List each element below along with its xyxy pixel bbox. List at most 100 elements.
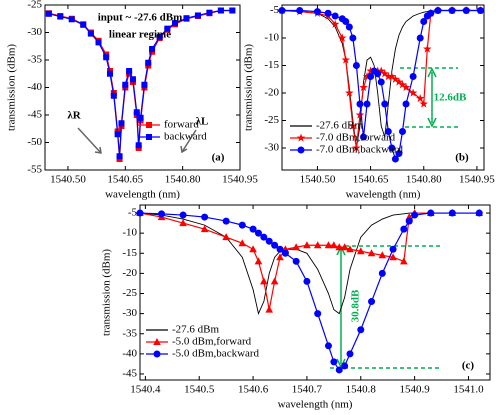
marker bbox=[265, 305, 274, 313]
legend-marker bbox=[296, 133, 306, 142]
annotation: 12.6dB bbox=[434, 92, 467, 104]
marker bbox=[360, 133, 368, 141]
x-tick-label: 1541.0 bbox=[453, 384, 484, 396]
annotation: 30.8dB bbox=[350, 289, 362, 322]
y-tick-label: -10 bbox=[122, 227, 137, 239]
x-tick-label: 1540.6 bbox=[238, 384, 269, 396]
marker bbox=[356, 100, 364, 108]
x-axis-label: wavelength (nm) bbox=[278, 399, 353, 411]
marker bbox=[384, 128, 392, 135]
x-tick-label: 1540.50 bbox=[300, 174, 336, 186]
marker bbox=[408, 88, 418, 97]
x-tick-label: 1540.65 bbox=[353, 174, 389, 186]
y-tick-label: -30 bbox=[264, 142, 279, 154]
marker bbox=[126, 68, 133, 74]
marker bbox=[313, 241, 322, 249]
legend-label: -5.0 dBm,forward bbox=[172, 336, 252, 348]
marker bbox=[296, 7, 304, 14]
marker bbox=[387, 72, 397, 81]
marker bbox=[156, 33, 163, 40]
plot-area bbox=[45, 7, 236, 162]
marker bbox=[254, 229, 262, 237]
x-axis-label: wavelength (nm) bbox=[346, 189, 421, 201]
y-tick-label: -55 bbox=[27, 164, 42, 176]
marker bbox=[129, 76, 136, 83]
legend-label: -5.0 dBm,backward bbox=[172, 348, 260, 360]
marker bbox=[330, 241, 338, 249]
annotation: λR bbox=[67, 110, 81, 122]
y-tick-label: -50 bbox=[27, 136, 42, 148]
marker bbox=[348, 121, 358, 130]
marker bbox=[359, 83, 368, 92]
marker bbox=[416, 34, 424, 42]
marker bbox=[116, 153, 123, 160]
marker bbox=[229, 7, 236, 14]
marker bbox=[276, 245, 284, 253]
marker bbox=[87, 30, 94, 37]
marker bbox=[133, 109, 140, 116]
panel-label: (a) bbox=[212, 152, 225, 164]
marker bbox=[276, 253, 284, 261]
marker bbox=[271, 241, 279, 249]
marker bbox=[137, 114, 144, 121]
panel-label: (c) bbox=[462, 360, 475, 372]
marker bbox=[103, 54, 110, 61]
marker bbox=[345, 88, 354, 97]
marker bbox=[398, 128, 406, 135]
y-axis-label: transmission (dBm) bbox=[6, 44, 18, 131]
marker bbox=[278, 7, 286, 14]
marker bbox=[324, 342, 332, 350]
marker bbox=[149, 46, 156, 52]
marker bbox=[172, 20, 178, 27]
annotation: linear regime bbox=[109, 29, 171, 41]
y-tick-label: -40 bbox=[122, 347, 137, 359]
marker bbox=[110, 92, 117, 99]
series-line bbox=[139, 212, 480, 316]
x-tick-label: 1540.5 bbox=[184, 384, 215, 396]
marker bbox=[395, 150, 403, 157]
marker bbox=[303, 241, 311, 249]
marker bbox=[448, 7, 456, 14]
marker bbox=[378, 269, 386, 277]
panel-label: (b) bbox=[455, 152, 469, 164]
marker bbox=[331, 12, 339, 20]
marker bbox=[398, 80, 407, 89]
marker bbox=[349, 34, 357, 42]
marker bbox=[389, 245, 397, 253]
y-tick-label: -35 bbox=[27, 54, 42, 66]
x-tick-label: 1540.50 bbox=[50, 174, 86, 186]
plot-frame bbox=[139, 204, 491, 381]
marker bbox=[411, 211, 419, 219]
marker bbox=[80, 21, 87, 28]
marker bbox=[475, 209, 483, 217]
marker bbox=[141, 81, 148, 88]
marker bbox=[391, 155, 399, 163]
y-tick-label: -30 bbox=[27, 26, 42, 38]
marker bbox=[388, 144, 396, 152]
marker bbox=[335, 366, 343, 374]
marker bbox=[341, 362, 349, 370]
x-axis-label: wavelength (nm) bbox=[105, 189, 180, 201]
marker bbox=[107, 70, 113, 77]
marker bbox=[145, 59, 152, 66]
marker bbox=[122, 81, 129, 88]
marker bbox=[337, 33, 347, 42]
marker bbox=[270, 277, 279, 285]
marker bbox=[434, 7, 442, 14]
marker bbox=[378, 251, 387, 259]
marker bbox=[345, 23, 353, 31]
marker bbox=[183, 15, 190, 22]
y-tick-label: -5 bbox=[128, 207, 138, 219]
x-tick-label: 1540.95 bbox=[459, 174, 495, 186]
marker bbox=[476, 7, 484, 14]
marker bbox=[292, 243, 300, 251]
marker bbox=[238, 239, 247, 247]
marker bbox=[340, 243, 349, 251]
annotation: input ~ -27.6 dBm bbox=[98, 12, 183, 24]
marker bbox=[314, 310, 322, 318]
marker bbox=[448, 209, 456, 217]
y-tick-label: -10 bbox=[264, 32, 279, 44]
legend-label: -27.6 dBm bbox=[316, 120, 364, 132]
marker bbox=[292, 257, 300, 265]
y-tick-label: -20 bbox=[264, 87, 279, 99]
